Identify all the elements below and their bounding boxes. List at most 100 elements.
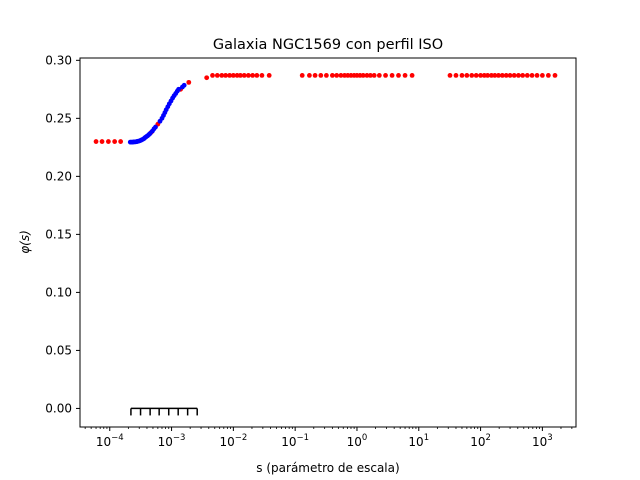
x-tick-label-6: 102 [470,433,491,449]
x-tick-label-base-2: 10 [219,435,234,449]
data-point-0-9 [204,75,210,81]
data-point-0-54 [478,73,483,78]
data-point-0-60 [499,73,505,78]
data-point-0-0 [93,139,99,144]
data-point-0-67 [529,73,535,78]
x-tick-label-base-4: 10 [347,435,362,449]
data-point-0-4 [118,139,124,144]
data-point-0-62 [507,73,513,78]
data-point-0-71 [552,73,558,78]
plot-area [93,73,558,416]
data-point-0-29 [329,73,335,78]
x-tick-label-0: 10−4 [96,433,124,449]
data-point-0-10 [210,73,215,78]
x-tick-label-exp-3: −1 [297,433,310,443]
data-point-0-44 [389,73,395,78]
x-tick-label-exp-2: −2 [235,433,248,443]
y-tick-label-6: 0.30 [45,53,72,67]
x-tick-label-exp-4: 0 [362,433,367,443]
data-point-0-70 [545,73,551,78]
data-point-0-46 [402,73,408,78]
data-point-0-25 [307,73,312,78]
data-point-0-18 [241,73,247,78]
data-point-0-23 [266,73,272,78]
data-point-0-66 [524,73,530,78]
y-axis: 0.00 0.05 0.10 0.15 0.20 0.25 0.30 [45,53,80,415]
data-point-0-65 [520,73,526,78]
x-tick-label-exp-0: −4 [111,433,124,443]
data-point-0-22 [259,73,265,78]
x-tick-label-base-3: 10 [281,435,296,449]
x-tick-label-base-1: 10 [158,435,173,449]
x-tick-label-base-5: 10 [408,435,423,449]
data-point-0-40 [368,73,373,78]
data-point-0-31 [338,73,344,78]
data-point-0-51 [464,73,470,78]
data-point-0-48 [447,73,453,78]
x-tick-label-5: 101 [408,433,429,449]
x-tick-label-base-0: 10 [96,435,111,449]
data-point-0-42 [376,73,382,78]
chart-title: Galaxia NGC1569 con perfil ISO [213,37,443,53]
data-point-0-59 [496,73,501,78]
y-tick-label-3: 0.15 [45,227,72,241]
data-point-0-57 [489,73,494,78]
x-tick-label-2: 10−2 [219,433,247,449]
data-point-0-27 [318,73,324,78]
data-point-0-19 [245,73,251,78]
data-point-0-20 [250,73,256,78]
data-point-0-3 [112,139,118,144]
data-point-0-14 [227,73,233,78]
data-point-0-17 [238,73,243,78]
y-tick-label-1: 0.05 [45,343,72,357]
data-point-0-1 [99,139,105,144]
data-point-0-53 [473,73,479,78]
axes-frame [79,57,577,428]
x-axis: 10−4 10−3 10−2 10−1 100 101 102 103 [84,427,573,449]
data-point-0-64 [516,73,521,78]
data-point-0-55 [481,73,487,78]
data-point-0-2 [105,139,111,144]
data-point-0-13 [223,73,229,78]
x-tick-label-1: 10−3 [158,433,186,449]
data-point-0-12 [219,73,225,78]
data-point-1-20 [153,124,158,130]
data-point-0-52 [469,73,475,78]
data-point-0-15 [230,73,236,78]
data-point-0-58 [492,73,498,78]
x-tick-label-exp-1: −3 [173,433,186,443]
x-tick-label-7: 103 [532,433,553,449]
y-tick-label-5: 0.25 [45,111,72,125]
data-point-0-43 [383,73,388,78]
y-tick-label-4: 0.20 [45,169,72,183]
data-point-0-24 [299,73,305,78]
x-tick-label-4: 100 [347,433,368,449]
data-point-0-38 [360,73,366,78]
data-point-0-26 [312,73,318,78]
data-point-1-35 [181,82,187,88]
y-tick-label-0: 0.00 [45,401,72,415]
data-point-0-30 [334,73,340,78]
data-point-0-47 [409,73,415,78]
x-tick-label-base-6: 10 [470,435,485,449]
x-axis-title: s (parámetro de escala) [256,461,399,475]
data-point-0-69 [539,73,545,78]
data-point-0-56 [485,73,491,78]
data-point-0-8 [186,79,192,85]
data-point-0-45 [396,73,401,78]
series-1 [127,82,187,145]
data-point-0-39 [364,73,370,78]
x-tick-label-exp-7: 3 [547,433,552,443]
x-tick-label-exp-6: 2 [486,433,491,443]
x-tick-label-3: 10−1 [281,433,309,449]
x-tick-label-exp-5: 1 [424,433,429,443]
data-point-0-21 [254,73,260,78]
y-axis-title: φ(s) [18,230,32,254]
data-point-0-41 [371,73,377,78]
data-point-0-63 [511,73,517,78]
data-point-0-11 [214,73,220,78]
data-point-0-50 [459,73,465,78]
y-tick-label-2: 0.10 [45,285,72,299]
